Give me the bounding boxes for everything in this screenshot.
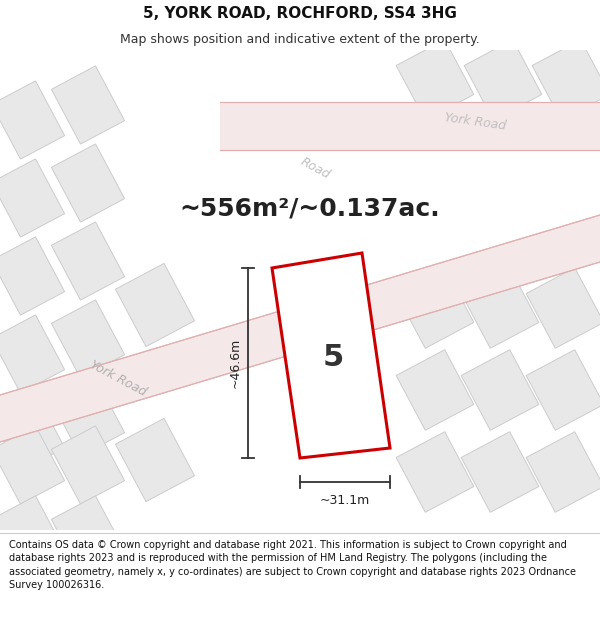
Text: Road: Road xyxy=(298,155,332,181)
Polygon shape xyxy=(52,300,125,378)
Polygon shape xyxy=(0,159,65,237)
Text: 5: 5 xyxy=(322,344,344,372)
Polygon shape xyxy=(0,393,65,471)
Text: Map shows position and indicative extent of the property.: Map shows position and indicative extent… xyxy=(120,32,480,46)
Text: 5, YORK ROAD, ROCHFORD, SS4 3HG: 5, YORK ROAD, ROCHFORD, SS4 3HG xyxy=(143,6,457,21)
Polygon shape xyxy=(115,263,194,347)
Text: York Road: York Road xyxy=(443,111,506,132)
Polygon shape xyxy=(0,496,65,574)
Polygon shape xyxy=(0,81,65,159)
Polygon shape xyxy=(396,350,474,430)
Polygon shape xyxy=(272,253,390,458)
Polygon shape xyxy=(532,40,600,120)
Polygon shape xyxy=(0,215,600,442)
Polygon shape xyxy=(52,144,125,222)
Polygon shape xyxy=(0,237,65,315)
Polygon shape xyxy=(396,268,474,348)
Polygon shape xyxy=(115,418,194,502)
Text: York Road: York Road xyxy=(88,357,148,398)
Polygon shape xyxy=(52,66,125,144)
Polygon shape xyxy=(396,40,474,120)
Polygon shape xyxy=(461,350,539,430)
Polygon shape xyxy=(52,426,125,504)
Polygon shape xyxy=(52,222,125,300)
Polygon shape xyxy=(526,350,600,430)
Polygon shape xyxy=(461,432,539,512)
Polygon shape xyxy=(0,50,600,530)
Polygon shape xyxy=(526,268,600,348)
Polygon shape xyxy=(0,315,65,393)
Text: ~46.6m: ~46.6m xyxy=(229,338,241,388)
Polygon shape xyxy=(0,215,600,442)
Polygon shape xyxy=(396,432,474,512)
Polygon shape xyxy=(52,496,125,574)
Polygon shape xyxy=(220,102,600,150)
Text: Contains OS data © Crown copyright and database right 2021. This information is : Contains OS data © Crown copyright and d… xyxy=(9,539,576,590)
Polygon shape xyxy=(220,102,600,150)
Text: ~31.1m: ~31.1m xyxy=(320,494,370,506)
Polygon shape xyxy=(52,378,125,456)
Polygon shape xyxy=(0,426,65,504)
Text: ~556m²/~0.137ac.: ~556m²/~0.137ac. xyxy=(179,196,440,220)
Polygon shape xyxy=(464,40,542,120)
Polygon shape xyxy=(461,268,539,348)
Polygon shape xyxy=(526,432,600,512)
